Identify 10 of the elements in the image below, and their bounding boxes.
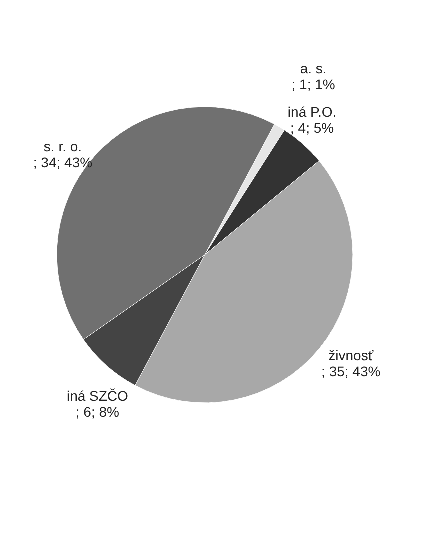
data-label: ; 35; 43% bbox=[322, 364, 381, 380]
slice-label: iná P.O. bbox=[288, 104, 337, 120]
data-label: ; 6; 8% bbox=[76, 404, 120, 420]
slice-label: živnosť bbox=[328, 348, 374, 364]
slice-label: iná SZČO bbox=[66, 388, 129, 404]
data-label: ; 34; 43% bbox=[33, 154, 93, 171]
slice-label: a. s. bbox=[300, 60, 327, 76]
slice-label: s. r. o. bbox=[44, 138, 82, 155]
data-label: ; 4; 5% bbox=[290, 120, 334, 136]
data-label: ; 1; 1% bbox=[292, 76, 336, 92]
